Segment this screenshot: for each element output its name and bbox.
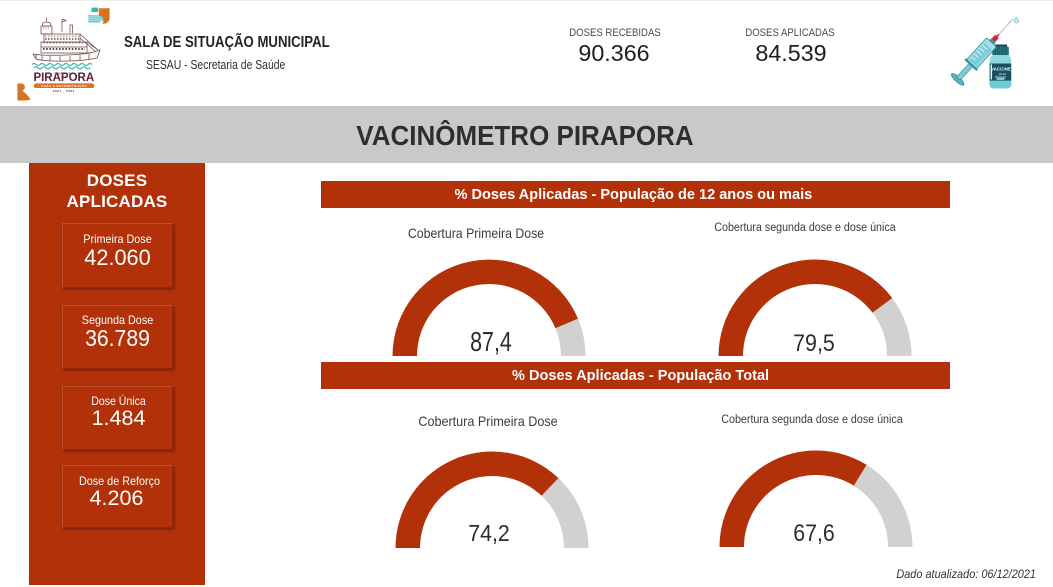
svg-text:2021 - 2024: 2021 - 2024 (53, 89, 75, 93)
svg-text:10 ml: 10 ml (999, 72, 1006, 76)
svg-text:PREFEITURA: PREFEITURA (55, 73, 73, 76)
svg-text:AÇÃO E RECONSTRUÇÃO: AÇÃO E RECONSTRUÇÃO (41, 83, 87, 88)
svg-text:PIRAPORA: PIRAPORA (33, 72, 94, 84)
svg-text:VACCINE: VACCINE (991, 67, 1011, 72)
